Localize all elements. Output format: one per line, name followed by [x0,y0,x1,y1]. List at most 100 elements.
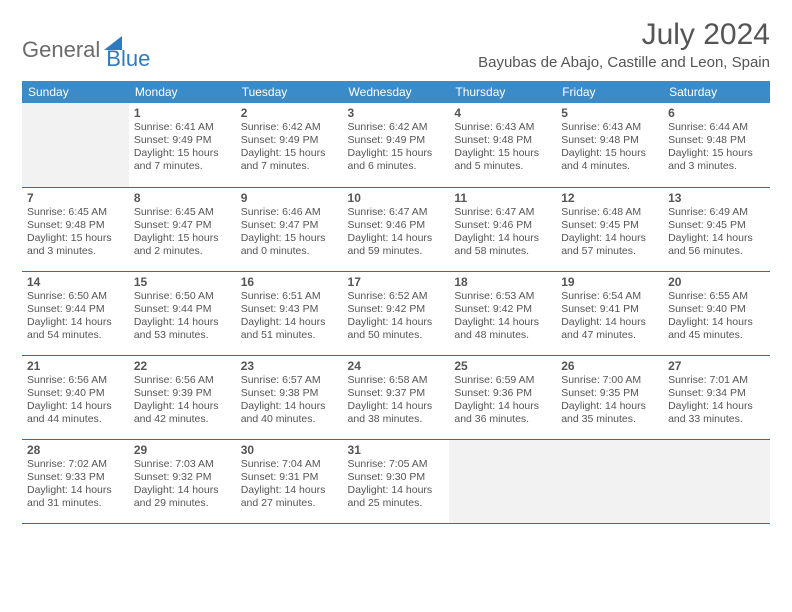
day-number: 17 [348,275,445,289]
sunrise-text: Sunrise: 6:58 AM [348,374,445,387]
sunrise-text: Sunrise: 6:53 AM [454,290,551,303]
day-number: 16 [241,275,338,289]
sunrise-text: Sunrise: 6:44 AM [668,121,765,134]
day-info: Sunrise: 6:42 AMSunset: 9:49 PMDaylight:… [348,121,445,174]
calendar-cell: 10Sunrise: 6:47 AMSunset: 9:46 PMDayligh… [343,187,450,271]
calendar-cell [449,439,556,523]
daylight-text-2: and 29 minutes. [134,497,231,510]
day-number: 10 [348,191,445,205]
daylight-text-1: Daylight: 14 hours [348,316,445,329]
calendar-cell: 6Sunrise: 6:44 AMSunset: 9:48 PMDaylight… [663,103,770,187]
daylight-text-2: and 27 minutes. [241,497,338,510]
daylight-text-2: and 53 minutes. [134,329,231,342]
daylight-text-1: Daylight: 15 hours [348,147,445,160]
sunset-text: Sunset: 9:48 PM [27,219,124,232]
daylight-text-2: and 47 minutes. [561,329,658,342]
day-info: Sunrise: 6:48 AMSunset: 9:45 PMDaylight:… [561,206,658,259]
day-info: Sunrise: 7:04 AMSunset: 9:31 PMDaylight:… [241,458,338,511]
sunset-text: Sunset: 9:41 PM [561,303,658,316]
day-info: Sunrise: 6:57 AMSunset: 9:38 PMDaylight:… [241,374,338,427]
sunrise-text: Sunrise: 6:48 AM [561,206,658,219]
calendar-cell: 15Sunrise: 6:50 AMSunset: 9:44 PMDayligh… [129,271,236,355]
sunrise-text: Sunrise: 6:56 AM [27,374,124,387]
daylight-text-2: and 48 minutes. [454,329,551,342]
daylight-text-2: and 50 minutes. [348,329,445,342]
daylight-text-1: Daylight: 15 hours [134,147,231,160]
daylight-text-2: and 42 minutes. [134,413,231,426]
calendar-cell: 21Sunrise: 6:56 AMSunset: 9:40 PMDayligh… [22,355,129,439]
weekday-header: Tuesday [236,81,343,103]
sunset-text: Sunset: 9:48 PM [668,134,765,147]
daylight-text-2: and 51 minutes. [241,329,338,342]
day-number: 2 [241,106,338,120]
day-number: 14 [27,275,124,289]
daylight-text-2: and 58 minutes. [454,245,551,258]
day-number: 24 [348,359,445,373]
day-number: 30 [241,443,338,457]
day-info: Sunrise: 6:50 AMSunset: 9:44 PMDaylight:… [134,290,231,343]
sunrise-text: Sunrise: 7:04 AM [241,458,338,471]
day-info: Sunrise: 6:54 AMSunset: 9:41 PMDaylight:… [561,290,658,343]
daylight-text-1: Daylight: 15 hours [668,147,765,160]
calendar-cell: 13Sunrise: 6:49 AMSunset: 9:45 PMDayligh… [663,187,770,271]
daylight-text-1: Daylight: 15 hours [134,232,231,245]
daylight-text-1: Daylight: 15 hours [241,147,338,160]
sunset-text: Sunset: 9:35 PM [561,387,658,400]
day-info: Sunrise: 7:01 AMSunset: 9:34 PMDaylight:… [668,374,765,427]
sunrise-text: Sunrise: 6:50 AM [134,290,231,303]
weekday-row: SundayMondayTuesdayWednesdayThursdayFrid… [22,81,770,103]
sunset-text: Sunset: 9:48 PM [561,134,658,147]
sunrise-text: Sunrise: 6:54 AM [561,290,658,303]
calendar-cell: 18Sunrise: 6:53 AMSunset: 9:42 PMDayligh… [449,271,556,355]
brand-part1: General [22,37,100,63]
daylight-text-1: Daylight: 15 hours [561,147,658,160]
day-info: Sunrise: 7:03 AMSunset: 9:32 PMDaylight:… [134,458,231,511]
calendar-cell: 27Sunrise: 7:01 AMSunset: 9:34 PMDayligh… [663,355,770,439]
calendar-cell: 8Sunrise: 6:45 AMSunset: 9:47 PMDaylight… [129,187,236,271]
daylight-text-2: and 59 minutes. [348,245,445,258]
daylight-text-2: and 7 minutes. [134,160,231,173]
daylight-text-1: Daylight: 14 hours [27,484,124,497]
sunset-text: Sunset: 9:40 PM [27,387,124,400]
calendar-cell: 16Sunrise: 6:51 AMSunset: 9:43 PMDayligh… [236,271,343,355]
daylight-text-1: Daylight: 14 hours [348,232,445,245]
sunrise-text: Sunrise: 6:45 AM [134,206,231,219]
day-number: 27 [668,359,765,373]
daylight-text-2: and 35 minutes. [561,413,658,426]
daylight-text-1: Daylight: 15 hours [27,232,124,245]
daylight-text-1: Daylight: 14 hours [561,316,658,329]
weekday-header: Monday [129,81,236,103]
month-title: July 2024 [478,18,770,52]
calendar-week-row: 7Sunrise: 6:45 AMSunset: 9:48 PMDaylight… [22,187,770,271]
sunset-text: Sunset: 9:42 PM [454,303,551,316]
day-number: 3 [348,106,445,120]
weekday-header: Friday [556,81,663,103]
sunset-text: Sunset: 9:46 PM [454,219,551,232]
day-info: Sunrise: 6:53 AMSunset: 9:42 PMDaylight:… [454,290,551,343]
day-number: 29 [134,443,231,457]
daylight-text-1: Daylight: 14 hours [668,400,765,413]
calendar-cell: 22Sunrise: 6:56 AMSunset: 9:39 PMDayligh… [129,355,236,439]
sunset-text: Sunset: 9:46 PM [348,219,445,232]
calendar-cell: 30Sunrise: 7:04 AMSunset: 9:31 PMDayligh… [236,439,343,523]
day-number: 18 [454,275,551,289]
sunset-text: Sunset: 9:32 PM [134,471,231,484]
day-info: Sunrise: 6:42 AMSunset: 9:49 PMDaylight:… [241,121,338,174]
day-number: 4 [454,106,551,120]
daylight-text-1: Daylight: 14 hours [454,232,551,245]
sunrise-text: Sunrise: 6:59 AM [454,374,551,387]
day-number: 9 [241,191,338,205]
daylight-text-1: Daylight: 14 hours [134,400,231,413]
calendar-cell: 5Sunrise: 6:43 AMSunset: 9:48 PMDaylight… [556,103,663,187]
calendar-week-row: 14Sunrise: 6:50 AMSunset: 9:44 PMDayligh… [22,271,770,355]
day-info: Sunrise: 6:43 AMSunset: 9:48 PMDaylight:… [561,121,658,174]
day-info: Sunrise: 6:56 AMSunset: 9:39 PMDaylight:… [134,374,231,427]
calendar-cell: 23Sunrise: 6:57 AMSunset: 9:38 PMDayligh… [236,355,343,439]
day-info: Sunrise: 7:00 AMSunset: 9:35 PMDaylight:… [561,374,658,427]
calendar-cell: 24Sunrise: 6:58 AMSunset: 9:37 PMDayligh… [343,355,450,439]
daylight-text-2: and 38 minutes. [348,413,445,426]
sunset-text: Sunset: 9:44 PM [27,303,124,316]
daylight-text-1: Daylight: 14 hours [454,400,551,413]
day-number: 26 [561,359,658,373]
daylight-text-2: and 5 minutes. [454,160,551,173]
